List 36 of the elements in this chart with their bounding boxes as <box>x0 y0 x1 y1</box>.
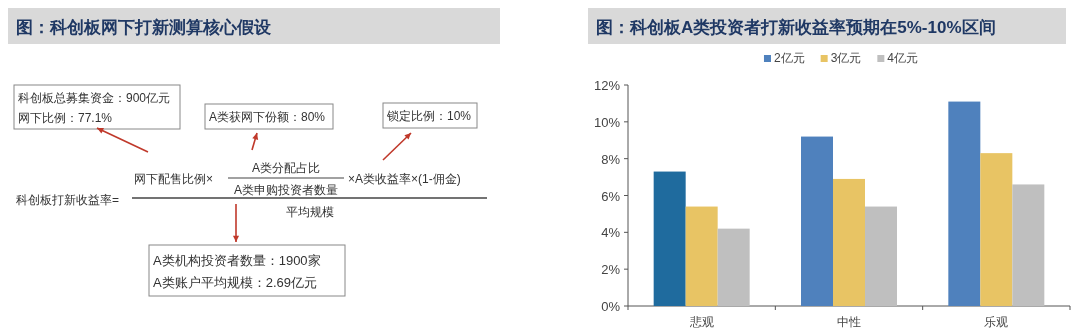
y-tick-label: 8% <box>601 151 621 167</box>
text: A类机构投资者数量：1900家 <box>153 253 321 268</box>
text: ×A类收益率×(1-佣金) <box>348 172 461 186</box>
text: 科创板打新收益率= <box>16 193 120 207</box>
bar <box>653 171 686 306</box>
bar <box>865 206 897 306</box>
bar <box>717 228 750 306</box>
x-tick-label: 悲观 <box>688 315 714 329</box>
bar <box>1012 184 1045 306</box>
bar <box>948 101 981 306</box>
y-tick-label: 0% <box>601 299 621 314</box>
text: 平均规模 <box>286 205 334 219</box>
y-tick-label: 12% <box>593 78 621 93</box>
legend-label: 2亿元 <box>773 51 805 65</box>
bar <box>980 153 1013 306</box>
text: 锁定比例：10% <box>386 109 472 123</box>
y-tick-label: 2% <box>601 262 621 278</box>
text: 网下比例：77.1% <box>18 111 113 125</box>
legend-label: 3亿元 <box>830 51 862 65</box>
text: 科创板总募集资金：900亿元 <box>18 91 171 105</box>
text: 网下配售比例× <box>134 172 214 186</box>
text: A类账户平均规模：2.69亿元 <box>153 275 317 290</box>
y-tick-label: 6% <box>601 188 621 204</box>
text: 图：科创板网下打新测算核心假设 <box>16 18 272 37</box>
x-tick-label: 中性 <box>837 315 861 329</box>
bar <box>801 136 833 306</box>
text: A类申购投资者数量 <box>233 183 339 197</box>
text: A类分配占比 <box>251 161 321 175</box>
legend-label: 4亿元 <box>887 51 919 65</box>
y-tick-label: 10% <box>593 114 621 130</box>
bar <box>685 206 718 306</box>
text: A类获网下份额：80% <box>209 110 326 124</box>
x-tick-label: 乐观 <box>984 315 1009 329</box>
chart-title: 图：科创板A类投资者打新收益率预期在5%-10%区间 <box>596 18 996 37</box>
y-tick-label: 4% <box>601 225 621 241</box>
bar <box>833 178 865 306</box>
